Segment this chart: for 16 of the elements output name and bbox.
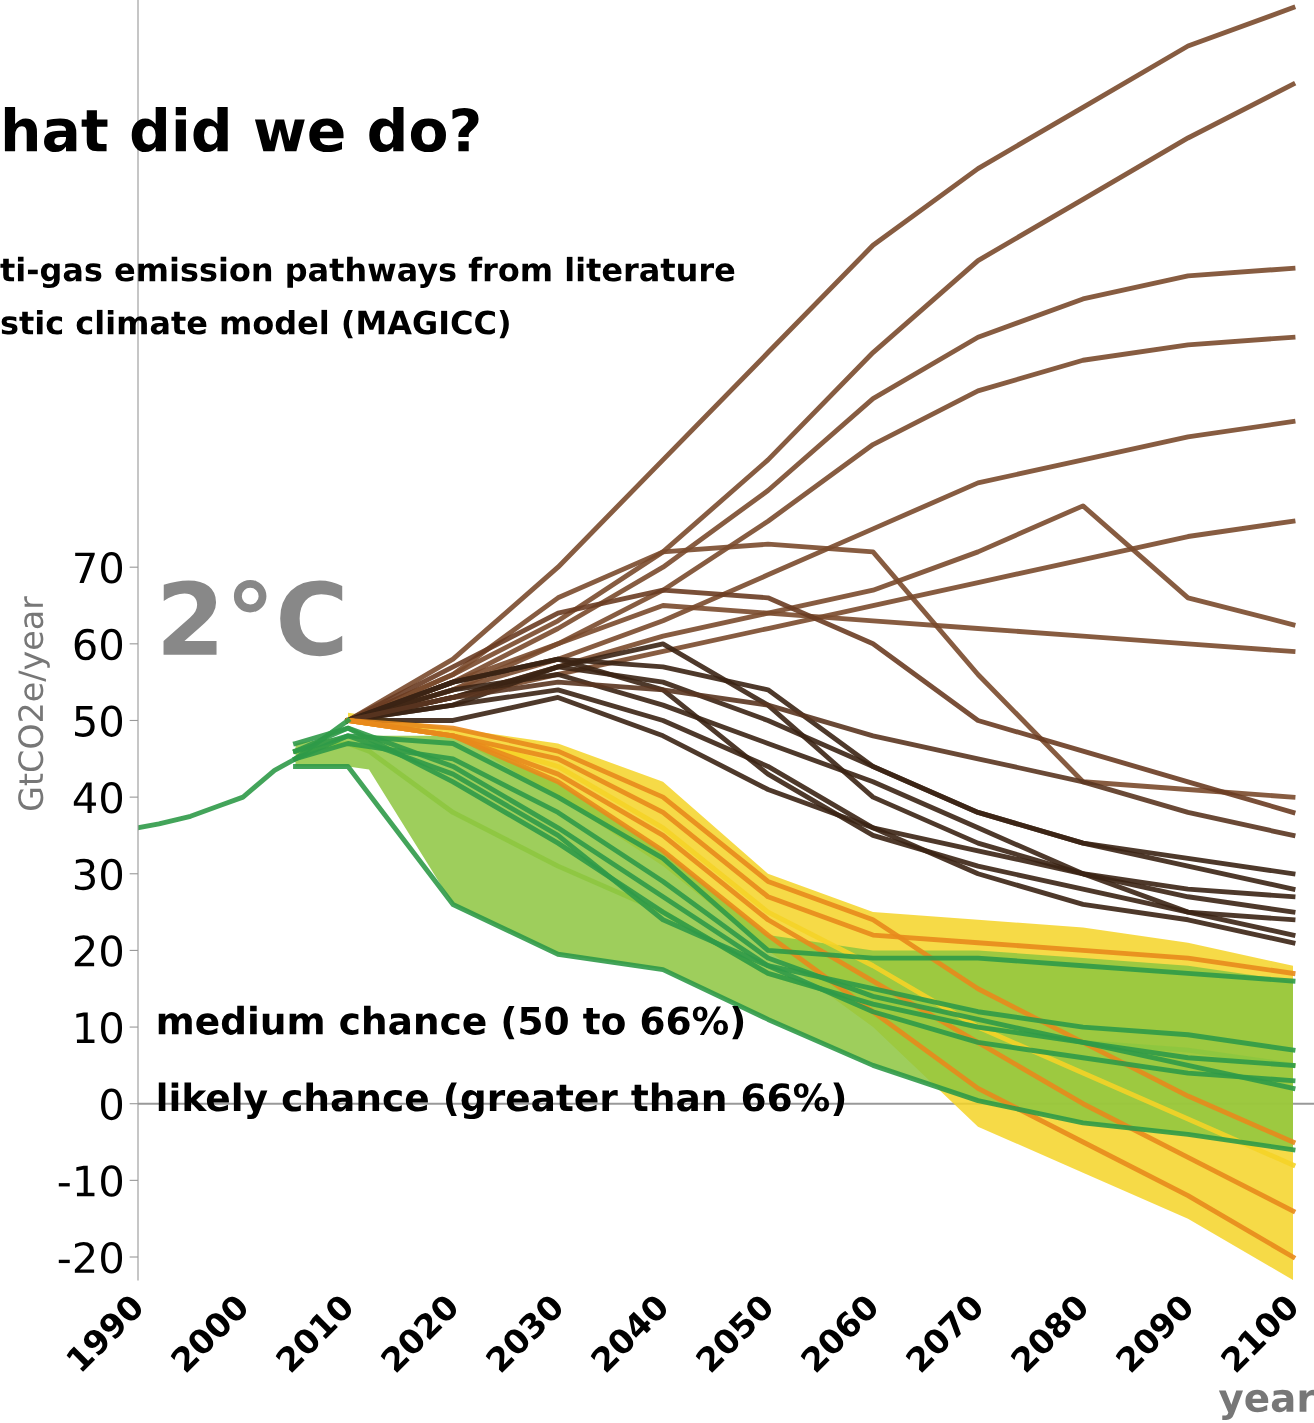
annotation: likely chance (greater than 66%)	[158, 1082, 845, 1120]
y-tick-label: -20	[58, 1241, 123, 1274]
y-tick-label: 10	[76, 1011, 123, 1044]
y-tick-label: -10	[58, 1165, 123, 1197]
y-tick-label: 60	[74, 628, 123, 661]
annotation: 2°C	[163, 579, 343, 657]
y-tick-label: 0	[101, 1088, 123, 1121]
y-tick-label: 20	[74, 935, 123, 967]
text: ti-gas emission pathways from literature stic climate model (MAGICC)	[0, 256, 735, 339]
text: hat did we do?	[4, 106, 479, 153]
annotation: medium chance (50 to 66%)	[158, 1005, 744, 1040]
y-axis-title: GtCO2e/year	[18, 596, 50, 810]
y-tick-label: 40	[73, 782, 123, 814]
y-tick-label: 30	[74, 858, 123, 891]
y-tick-label: 70	[75, 552, 123, 584]
y-tick-label: 50	[75, 705, 123, 737]
